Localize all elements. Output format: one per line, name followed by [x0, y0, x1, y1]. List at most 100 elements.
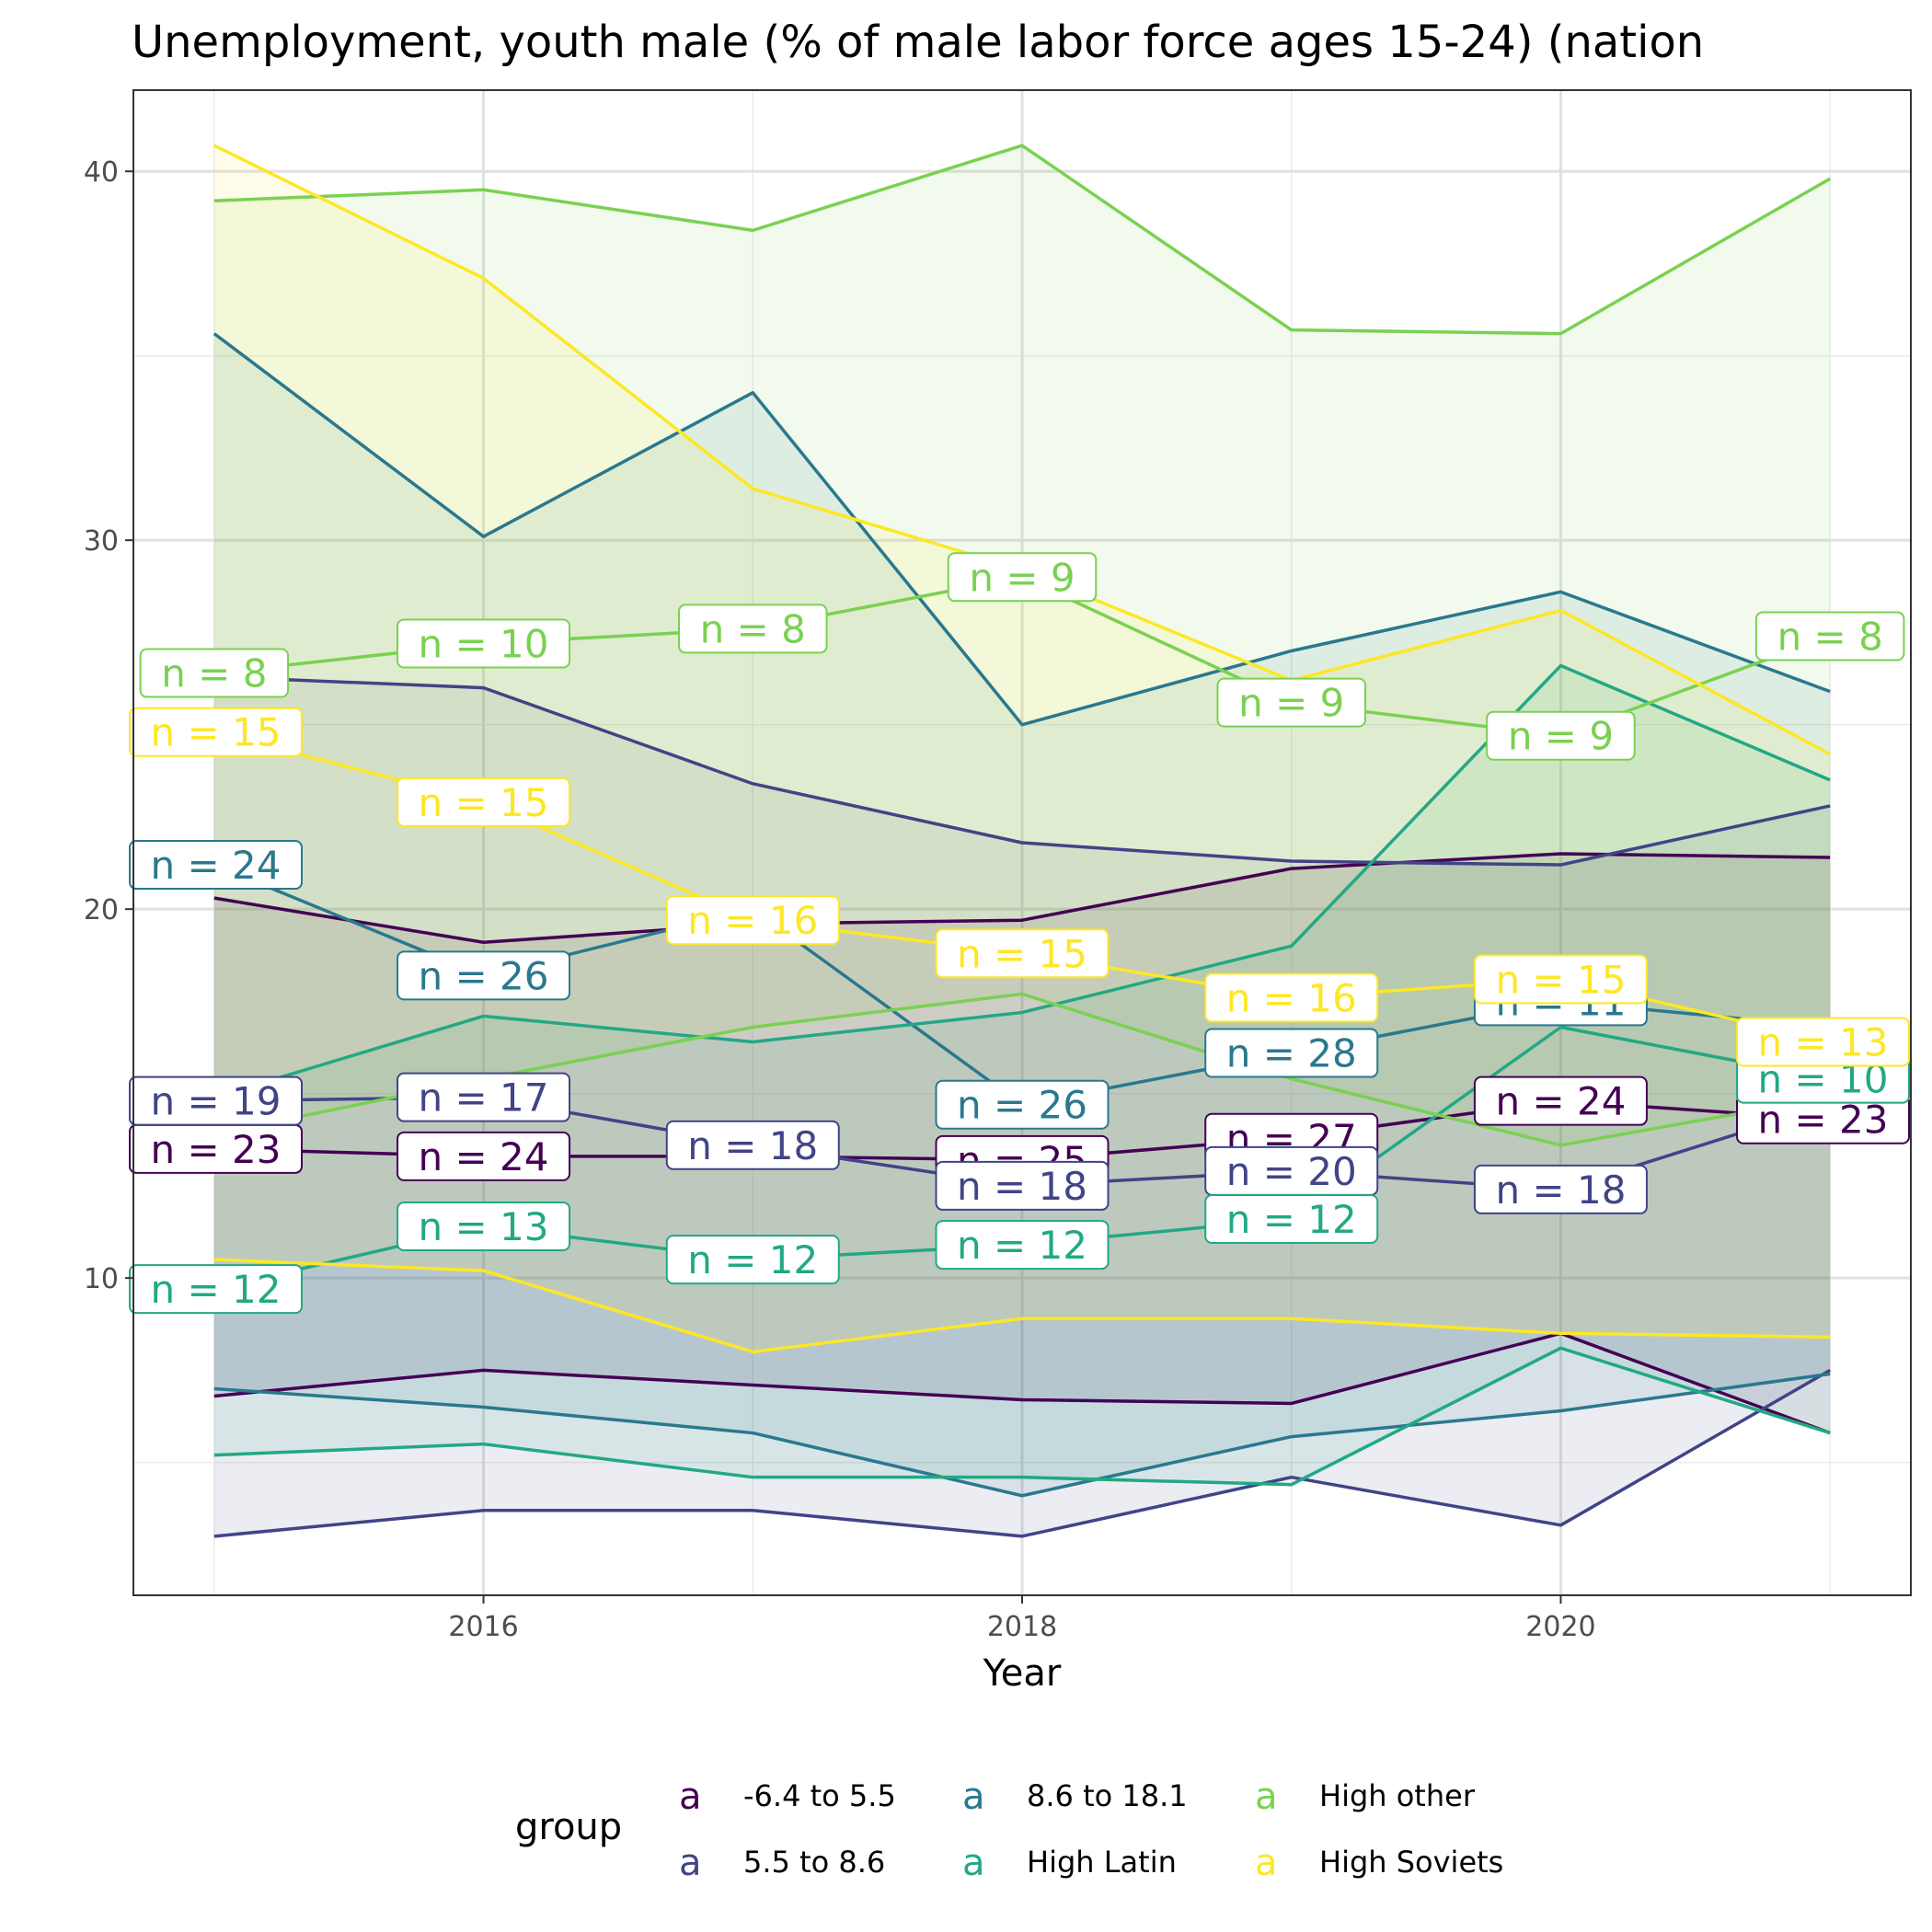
n-label-box [397, 1072, 571, 1122]
x-axis-title: Year [983, 1652, 1062, 1695]
n-label-text: n = 8 [1777, 614, 1883, 659]
line-6-4-to-5-5-upper [213, 852, 1831, 945]
n-label-box [1473, 1075, 1648, 1126]
n-label-8-6-to-18-1: n = 26 [397, 950, 571, 1001]
legend-item-high-soviets: a High Soviets [1255, 1842, 1503, 1884]
n-label-box [1216, 677, 1366, 728]
n-label-high-latin: n = 13 [397, 1202, 571, 1252]
n-label-text: n = 18 [687, 1123, 818, 1168]
line-high-latin-upper [213, 663, 1831, 1099]
n-label-box [1204, 1028, 1379, 1078]
n-label-high-soviets: n = 15 [129, 707, 303, 757]
n-label-5-5-to-8-6: n = 18 [935, 1160, 1110, 1211]
n-label-6-4-to-5-5: n = 23 [1736, 1094, 1910, 1144]
n-label-8-6-to-18-1: n = 28 [1204, 1028, 1379, 1078]
n-label-5-5-to-8-6: n = 19 [129, 1075, 303, 1126]
band-high-soviets [213, 145, 1831, 1352]
n-label-text: n = 26 [957, 1083, 1087, 1128]
n-label-text: n = 9 [969, 555, 1075, 600]
n-label-box [397, 1131, 571, 1181]
line-8-6-to-18-1-lower [213, 1372, 1831, 1498]
n-label-box [1486, 710, 1636, 761]
n-label-high-soviets: n = 16 [1204, 972, 1379, 1023]
legend-label: High Latin [1027, 1845, 1177, 1880]
legend-item-5-5-to-8-6: a 5.5 to 8.6 [679, 1842, 885, 1884]
n-label-box [935, 928, 1110, 979]
n-label-high-other: n = 9 [1216, 677, 1366, 728]
n-label-text: n = 15 [1495, 957, 1626, 1002]
n-label-text: n = 15 [419, 780, 549, 825]
n-label-text: n = 16 [687, 898, 818, 943]
n-label-box [665, 1120, 840, 1170]
line-8-6-to-18-1-upper [213, 332, 1831, 727]
band-high-other [213, 145, 1831, 1145]
n-label-box [935, 1160, 1110, 1211]
x-axis-ticks: 2016 2018 2020 [448, 1595, 1596, 1643]
n-label-box [129, 1264, 303, 1315]
n-label-box [139, 648, 290, 698]
n-label-text: n = 12 [1226, 1197, 1357, 1242]
n-label-8-6-to-18-1: n = 24 [129, 840, 303, 891]
y-tick-label: 40 [84, 156, 119, 189]
y-tick-label: 10 [84, 1263, 119, 1295]
n-label-high-soviets: n = 16 [665, 895, 840, 946]
n-label-high-latin: n = 12 [665, 1235, 840, 1285]
n-label-text: n = 28 [1226, 1031, 1357, 1076]
legend-key: a [1255, 1776, 1278, 1818]
n-label-high-other: n = 10 [397, 618, 571, 669]
n-label-5-5-to-8-6: n = 18 [1473, 1164, 1648, 1214]
legend-item-8-6-to-18-1: a 8.6 to 18.1 [962, 1776, 1188, 1818]
n-label-box [935, 1079, 1110, 1130]
n-label-5-5-to-8-6: n = 18 [665, 1120, 840, 1170]
n-label-text: n = 24 [419, 1134, 549, 1179]
n-labels: n = 23 n = 24 n = 25 n = 27n = 24 n = 23n = … [129, 552, 1910, 1315]
legend-label: 8.6 to 18.1 [1027, 1778, 1188, 1813]
n-label-text: n = 12 [687, 1237, 818, 1282]
chart-title: Unemployment, youth male (% of male labo… [132, 17, 1704, 68]
n-label-5-5-to-8-6: n = 17 [397, 1072, 571, 1122]
band-8-6-to-18-1 [213, 333, 1831, 1496]
n-label-box [1754, 611, 1905, 661]
n-label-text: n = 24 [1495, 1079, 1626, 1124]
n-label-box [397, 950, 571, 1001]
n-label-high-other: n = 8 [1754, 611, 1905, 661]
legend-key: a [962, 1776, 985, 1818]
n-label-box [397, 618, 571, 669]
x-tick-label: 2018 [987, 1611, 1057, 1643]
n-label-text: n = 19 [151, 1079, 282, 1124]
line-5-5-to-8-6-upper [213, 674, 1831, 867]
n-label-high-latin: n = 12 [1204, 1194, 1379, 1244]
n-label-text: n = 8 [161, 651, 267, 696]
n-label-text: n = 13 [419, 1204, 549, 1249]
n-label-text: n = 24 [151, 843, 282, 888]
n-label-text: n = 23 [151, 1127, 282, 1172]
n-label-high-other: n = 8 [139, 648, 290, 698]
n-label-6-4-to-5-5: n = 24 [1473, 1075, 1648, 1126]
n-label-5-5-to-8-6: n = 20 [1204, 1145, 1379, 1196]
legend-item-6-4-to-5-5: a -6.4 to 5.5 [679, 1776, 896, 1818]
legend-label: 5.5 to 8.6 [743, 1845, 885, 1880]
n-label-high-soviets: n = 13 [1736, 1017, 1910, 1067]
n-label-box [1736, 1017, 1910, 1067]
line-high-other-upper [213, 144, 1832, 336]
line-high-soviets-lower [213, 1258, 1831, 1354]
n-label-box [678, 604, 828, 654]
legend-label: -6.4 to 5.5 [743, 1778, 896, 1813]
n-label-text: n = 12 [957, 1223, 1087, 1268]
n-label-text: n = 15 [151, 710, 282, 755]
n-label-box [1473, 954, 1648, 1005]
legend-key: a [679, 1842, 702, 1884]
n-label-box [129, 840, 303, 891]
n-label-text: n = 23 [1758, 1098, 1889, 1143]
band-high-latin [213, 665, 1831, 1485]
legend-item-high-latin: a High Latin [962, 1842, 1177, 1884]
legend-label: High Soviets [1319, 1845, 1503, 1880]
n-label-text: n = 12 [151, 1267, 282, 1312]
n-label-text: n = 26 [419, 953, 549, 998]
n-label-text: n = 8 [700, 606, 806, 651]
n-label-text: n = 15 [957, 931, 1087, 976]
n-label-high-soviets: n = 15 [397, 776, 571, 827]
n-label-box [397, 776, 571, 827]
n-label-6-4-to-5-5: n = 23 [129, 1123, 303, 1174]
